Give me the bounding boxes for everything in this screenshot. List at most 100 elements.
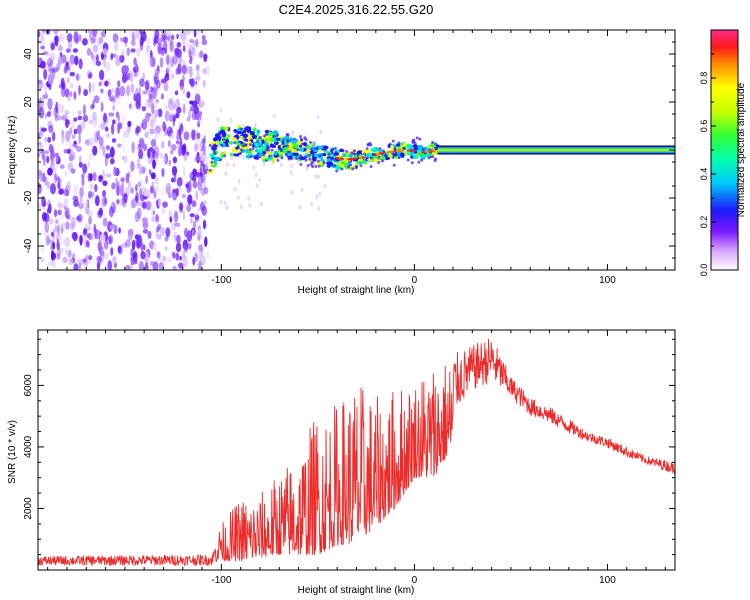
spectrogram-noise-blob <box>61 82 66 90</box>
spectrogram-signal-blob <box>231 147 237 153</box>
spectrogram-noise-blob <box>135 63 139 72</box>
spectrogram-noise-blob <box>99 250 105 257</box>
spectrogram-noise-blob <box>259 201 263 207</box>
spectrogram-noise-blob <box>141 105 147 112</box>
spectrogram-noise-blob <box>182 143 187 154</box>
spectrogram-noise-blob <box>102 195 107 207</box>
spectrogram-noise-blob <box>140 250 146 260</box>
spectrogram-noise-blob <box>131 239 136 251</box>
spectrogram-noise-blob <box>172 101 176 111</box>
spectrogram-noise-blob <box>182 74 185 83</box>
spectrogram-x-tick-label: -100 <box>211 275 231 286</box>
spectrogram-noise-blob <box>47 73 54 85</box>
spectrogram-noise-blob <box>102 189 107 198</box>
spectrogram-signal-blob <box>245 148 249 154</box>
spectrogram-noise-blob <box>67 96 72 102</box>
spectrogram-noise-blob <box>69 223 75 231</box>
spectrogram-signal-halo <box>247 130 251 134</box>
spectrogram-signal-halo <box>241 144 245 148</box>
spectrogram-signal-halo <box>299 162 303 166</box>
spectrogram-signal-blob <box>430 142 436 148</box>
spectrogram-signal-halo <box>243 127 247 131</box>
spectrogram-noise-blob <box>82 163 88 174</box>
spectrogram-noise-blob <box>164 236 169 242</box>
spectrogram-signal-halo <box>214 146 218 150</box>
spectrogram-noise-blob <box>162 155 166 164</box>
spectrogram-noise-blob <box>279 162 283 168</box>
spectrogram-noise-blob <box>40 100 45 110</box>
spectrogram-noise-blob <box>44 212 50 223</box>
spectrogram-noise-blob <box>41 149 45 160</box>
spectrogram-noise-blob <box>193 30 197 38</box>
spectrogram-noise-blob <box>197 206 201 212</box>
spectrogram-signal-blob <box>236 142 241 147</box>
spectrogram-noise-blob <box>153 135 159 140</box>
spectrogram-signal-halo <box>223 154 227 158</box>
spectrogram-noise-blob <box>181 64 187 75</box>
spectrogram-noise-blob <box>192 256 196 266</box>
spectrogram-noise-blob <box>139 78 145 87</box>
spectrogram-signal-halo <box>331 148 335 152</box>
spectrogram-noise-blob <box>76 73 79 82</box>
spectrogram-signal-halo <box>301 142 305 146</box>
spectrogram-noise-blob <box>113 166 117 177</box>
spectrogram-noise-blob <box>103 112 107 123</box>
spectrogram-noise-blob <box>82 258 87 263</box>
spectrogram-noise-blob <box>126 47 131 56</box>
spectrogram-signal-halo <box>391 139 395 143</box>
spectrogram-noise-blob <box>110 246 114 256</box>
spectrogram-signal-blob <box>257 148 263 153</box>
spectrogram-signal-halo <box>236 136 240 140</box>
spectrogram-noise-blob <box>200 162 205 167</box>
spectrogram-signal-blob <box>413 151 418 154</box>
spectrogram-signal-halo <box>281 138 285 142</box>
spectrogram-signal-blob <box>413 146 418 151</box>
spectrogram-signal-blob <box>292 152 299 157</box>
spectrogram-noise-blob <box>166 63 172 75</box>
spectrogram-noise-blob <box>161 187 166 196</box>
spectrogram-noise-blob <box>161 34 167 43</box>
spectrogram-noise-blob <box>185 41 191 48</box>
spectrogram-noise-blob <box>186 203 192 213</box>
spectrogram-signal-halo <box>311 165 315 169</box>
spectrogram-noise-blob <box>46 111 51 118</box>
spectrogram-noise-blob <box>182 88 186 95</box>
spectrogram-noise-blob <box>161 167 165 178</box>
spectrogram-noise-blob <box>87 210 93 219</box>
spectrogram-noise-blob <box>171 221 177 231</box>
spectrogram-noise-blob <box>118 30 123 36</box>
snr-x-tick-label: 0 <box>412 575 418 586</box>
spectrogram-signal-halo <box>279 149 283 153</box>
colorbar: 0.0 0.2 0.4 0.6 0.8 Normalized spectral ampl… <box>699 29 747 276</box>
spectrogram-noise-blob <box>77 115 83 121</box>
spectrogram-signal-halo <box>284 153 288 157</box>
spectrogram-noise-blob <box>47 59 51 64</box>
spectrogram-noise-blob <box>85 240 90 247</box>
spectrogram-noise-blob <box>123 193 128 204</box>
spectrogram-signal-halo <box>427 156 431 160</box>
spectrogram-y-tick-label: 20 <box>23 96 34 108</box>
spectrogram-noise-blob <box>91 59 97 67</box>
spectrogram-noise-blob <box>105 153 111 159</box>
spectrogram-noise-blob <box>197 110 203 117</box>
spectrogram-noise-blob <box>192 220 197 230</box>
spectrogram-noise-blob <box>92 82 95 93</box>
spectrogram-signal-halo <box>276 158 280 162</box>
spectrogram-signal-peak <box>376 153 380 156</box>
spectrogram-signal-halo <box>340 148 344 152</box>
colorbar-tick-label: 0.2 <box>699 216 709 229</box>
spectrogram-signal-halo <box>406 158 410 162</box>
spectrogram-noise-blob <box>41 96 45 103</box>
spectrogram-signal-halo <box>335 169 339 173</box>
spectrogram-noise-blob <box>149 128 155 135</box>
snr-y-tick-label: 6000 <box>23 374 34 397</box>
spectrogram-noise-blob <box>96 53 99 63</box>
spectrogram-signal-blob <box>426 152 431 157</box>
spectrogram-noise-blob <box>194 214 200 221</box>
spectrogram-noise-blob <box>112 33 119 43</box>
spectrogram-noise-blob <box>78 133 81 145</box>
spectrogram-noise-blob <box>44 136 48 143</box>
spectrogram-noise-blob <box>51 228 56 241</box>
spectrogram-signal-halo <box>421 147 425 151</box>
snr-x-label: Height of straight line (km) <box>298 585 415 596</box>
